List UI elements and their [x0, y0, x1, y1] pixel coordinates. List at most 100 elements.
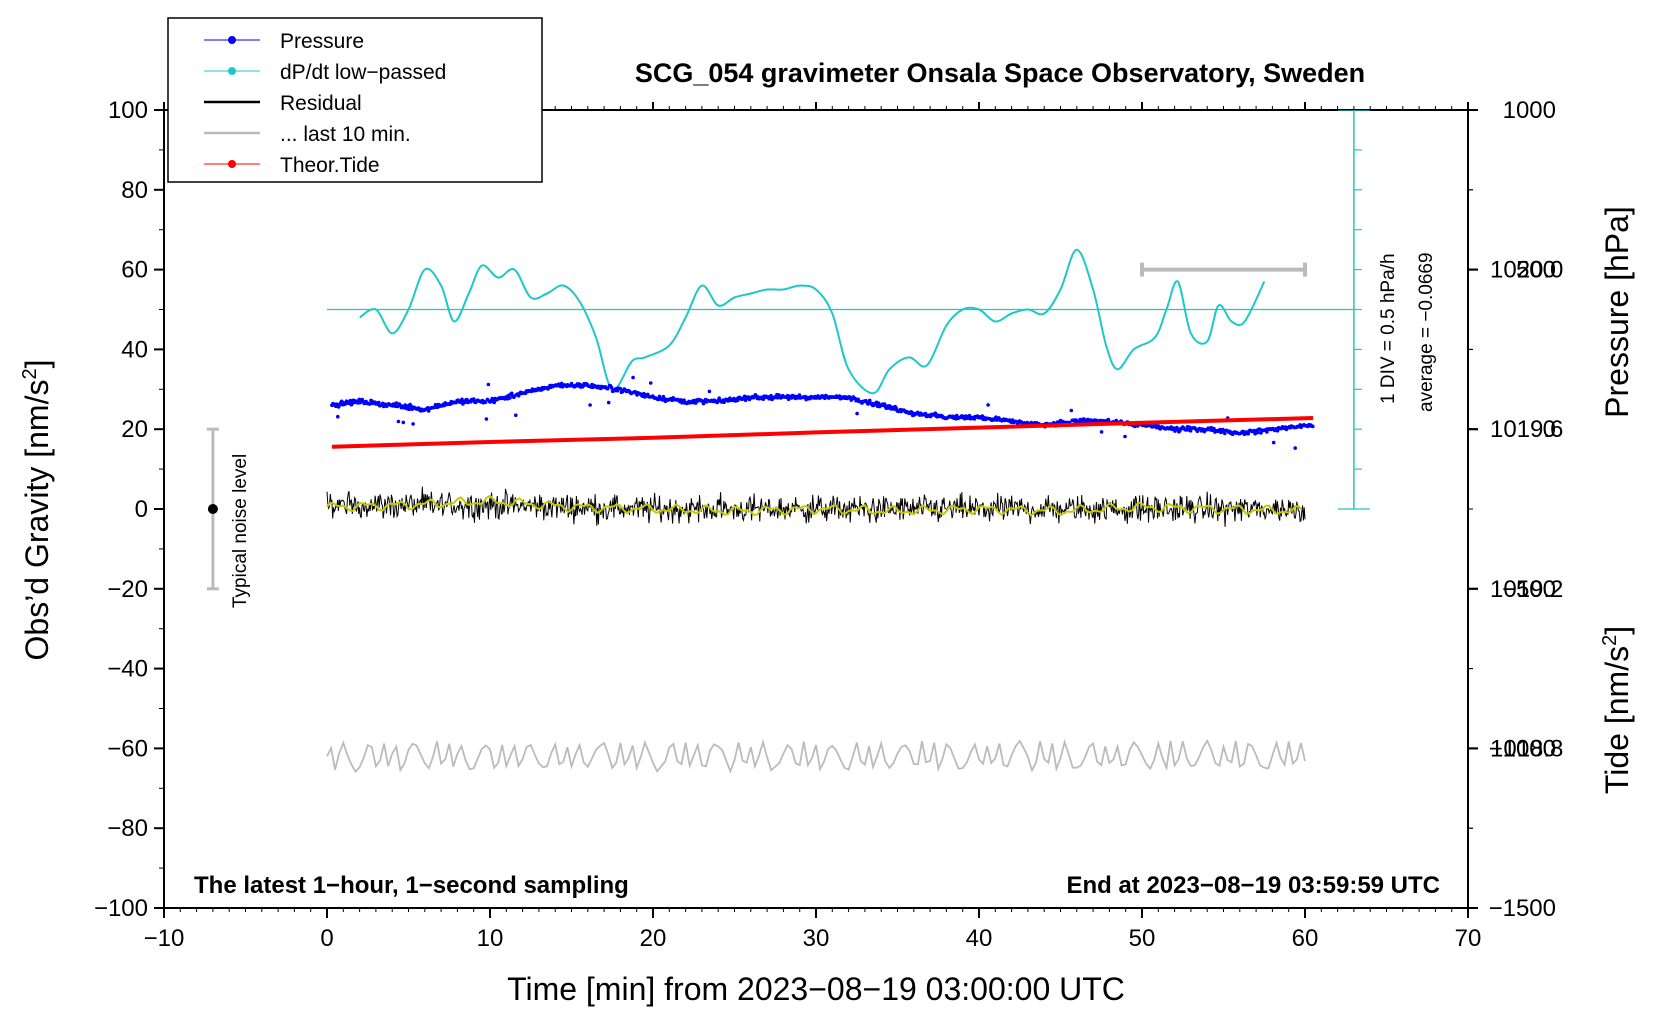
- pressure-point: [933, 411, 938, 416]
- legend-label: Pressure: [280, 30, 364, 53]
- pressure-point: [471, 397, 476, 401]
- pressure-point: [882, 402, 887, 406]
- pressure-point: [736, 398, 740, 403]
- legend-marker: [228, 160, 236, 168]
- pressure-point: [350, 401, 355, 406]
- pressure-point: [648, 381, 653, 385]
- pressure-point: [588, 403, 592, 407]
- legend: Pressure dP/dt low−passed Residual ... last…: [167, 17, 543, 183]
- pressure-point: [1271, 440, 1276, 445]
- noise-level-label: Typical noise level: [230, 454, 251, 608]
- y-left-tick-label: 60: [121, 257, 148, 284]
- series-layer: [206, 110, 1370, 774]
- pressure-point: [797, 393, 802, 397]
- pressure-point: [1099, 430, 1104, 434]
- pressure-point: [401, 420, 406, 425]
- pressure-point: [486, 382, 491, 387]
- pressure-point: [336, 414, 340, 419]
- y-axis-label-tide: Tide [nm/s2]: [1599, 626, 1635, 794]
- chart-title: SCG_054 gravimeter Onsala Space Observat…: [635, 58, 1365, 88]
- legend-label: Theor.Tide: [280, 154, 380, 177]
- y-left-tick-label: 0: [135, 496, 148, 523]
- pressure-point: [618, 386, 623, 391]
- pressure-point: [514, 413, 518, 418]
- pressure-point: [1123, 434, 1127, 439]
- tide-tick-label: 0: [1543, 416, 1556, 443]
- x-tick-label: 30: [803, 925, 830, 952]
- tide-tick-label: −500: [1502, 576, 1556, 603]
- residual-smoothed-line: [326, 494, 1303, 517]
- y-left-tick-label: 40: [121, 336, 148, 363]
- y-left-tick-label: −20: [107, 576, 148, 603]
- x-tick-label: 10: [477, 925, 504, 952]
- y-left-tick-label: −100: [94, 895, 148, 922]
- legend-box: [167, 17, 543, 183]
- pressure-tick-label: 1018.8: [1490, 735, 1563, 762]
- pressure-point: [609, 385, 614, 390]
- plot-area: −10 0 10 20 30 40 50 60 70100806040200−20−40−60−…: [94, 97, 1563, 952]
- x-tick-label: 50: [1129, 925, 1156, 952]
- x-tick-label: 70: [1455, 925, 1482, 952]
- pressure-point: [484, 417, 489, 421]
- last-10-min-line: [326, 738, 1306, 774]
- pressure-point: [395, 404, 400, 409]
- x-tick-label: 0: [320, 925, 333, 952]
- pressure-tick-label: 1019.2: [1490, 576, 1563, 603]
- pressure-point: [1293, 446, 1297, 450]
- pressure-points: [330, 375, 1315, 450]
- pressure-point: [394, 401, 399, 405]
- tide-tick-label: −1500: [1489, 895, 1556, 922]
- y-left-tick-label: −60: [107, 735, 148, 762]
- sampling-note: The latest 1−hour, 1−second sampling: [194, 872, 629, 899]
- pressure-point: [868, 398, 872, 403]
- pressure-point: [510, 391, 514, 396]
- pressure-point: [492, 400, 497, 405]
- x-tick-label: 40: [966, 925, 993, 952]
- tide-tick-label: 1000: [1503, 97, 1556, 124]
- y-axis-label-left: Obs’d Gravity [nm/s2]: [19, 360, 55, 661]
- pressure-point: [986, 403, 990, 407]
- legend-label: ... last 10 min.: [280, 123, 411, 146]
- pressure-point: [707, 389, 712, 394]
- tide-tick-label: 500: [1516, 257, 1556, 284]
- pressure-point: [1223, 431, 1227, 436]
- y-left-tick-label: −40: [107, 656, 148, 683]
- pressure-point: [769, 393, 773, 398]
- pressure-tick-label: 1020.0: [1490, 257, 1563, 284]
- pressure-point: [786, 397, 791, 402]
- div-note: 1 DIV = 0.5 hPa/h: [1378, 253, 1399, 404]
- pressure-point: [368, 402, 372, 406]
- theoretical-tide-line: [331, 416, 1314, 449]
- pressure-point: [348, 398, 353, 403]
- pressure-point: [605, 386, 610, 391]
- residual-line: [326, 486, 1306, 527]
- pressure-point: [377, 400, 381, 405]
- average-note: average = −0.0669: [1416, 252, 1437, 412]
- x-axis-label: Time [min] from 2023−08−19 03:00:00 UTC: [507, 971, 1125, 1007]
- pressure-point: [1275, 429, 1280, 433]
- pressure-point: [396, 419, 401, 424]
- x-tick-label: 20: [640, 925, 667, 952]
- x-tick-label: 60: [1292, 925, 1319, 952]
- pressure-point: [631, 375, 635, 380]
- legend-label: dP/dt low−passed: [280, 61, 446, 84]
- y-left-tick-label: −80: [107, 815, 148, 842]
- y-left-tick-label: 80: [121, 177, 148, 204]
- pressure-point: [409, 404, 413, 408]
- pressure-point: [1195, 429, 1200, 434]
- pressure-point: [1106, 417, 1111, 422]
- pressure-point: [508, 396, 512, 400]
- pressure-point: [1311, 424, 1315, 429]
- pressure-point: [1098, 418, 1103, 423]
- tide-tick-label: −1000: [1489, 735, 1556, 762]
- pressure-tick-label: 1019.6: [1490, 416, 1563, 443]
- x-tick-label: −10: [144, 925, 185, 952]
- end-time-note: End at 2023−08−19 03:59:59 UTC: [1066, 872, 1440, 899]
- pressure-point: [407, 407, 412, 412]
- pressure-point: [465, 397, 469, 402]
- pressure-point: [923, 411, 928, 416]
- pressure-point: [1069, 408, 1074, 413]
- pressure-point: [335, 402, 339, 407]
- legend-marker: [228, 67, 236, 75]
